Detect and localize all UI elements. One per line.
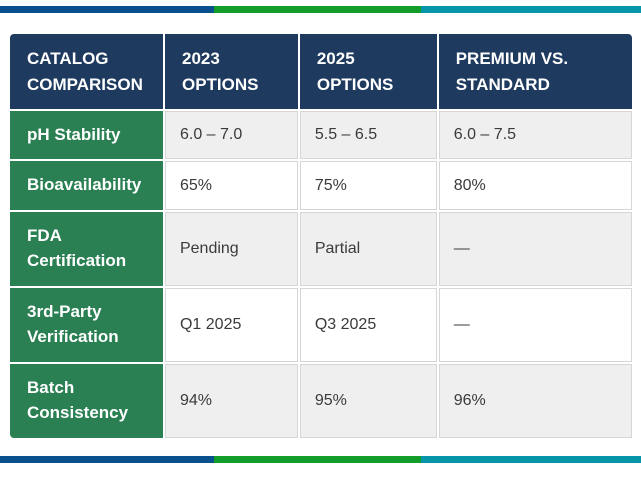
cell-ph-premium: 6.0 – 7.5 — [438, 111, 632, 159]
catalog-comparison-table: CATALOG COMPARISON 2023 OPTIONS 2025 OPT… — [8, 32, 634, 440]
cell-batch-premium: 96% — [438, 364, 632, 438]
cell-verify-premium: — — [438, 288, 632, 362]
bottom-accent-bar — [0, 456, 641, 463]
cell-ph-2025: 5.5 – 6.5 — [299, 111, 437, 159]
cell-batch-2023: 94% — [164, 364, 298, 438]
accent-segment-teal — [421, 6, 641, 13]
row-label-fda-certification: FDA Certification — [10, 212, 163, 286]
header-cell-premium-vs-standard: PREMIUM VS. STANDARD — [438, 34, 632, 109]
cell-fda-2023: Pending — [164, 212, 298, 286]
table-row-bioavailability: Bioavailability 65% 75% 80% — [10, 161, 632, 210]
cell-verify-2025: Q3 2025 — [299, 288, 437, 362]
row-label-batch-consistency: Batch Consistency — [10, 364, 163, 438]
table-row-ph-stability: pH Stability 6.0 – 7.0 5.5 – 6.5 6.0 – 7… — [10, 111, 632, 159]
header-cell-catalog-comparison: CATALOG COMPARISON — [10, 34, 163, 109]
header-cell-2025-options: 2025 OPTIONS — [299, 34, 437, 109]
accent-segment-green — [214, 6, 421, 13]
row-label-bioavailability: Bioavailability — [10, 161, 163, 210]
table-row-third-party-verification: 3rd-Party Verification Q1 2025 Q3 2025 — — [10, 288, 632, 362]
header-cell-2023-options: 2023 OPTIONS — [164, 34, 298, 109]
cell-fda-premium: — — [438, 212, 632, 286]
row-label-ph-stability: pH Stability — [10, 111, 163, 159]
accent-segment-green — [214, 456, 421, 463]
cell-bio-2023: 65% — [164, 161, 298, 210]
cell-ph-2023: 6.0 – 7.0 — [164, 111, 298, 159]
accent-segment-blue — [0, 6, 214, 13]
cell-batch-2025: 95% — [299, 364, 437, 438]
cell-bio-premium: 80% — [438, 161, 632, 210]
accent-segment-teal — [421, 456, 641, 463]
table-row-batch-consistency: Batch Consistency 94% 95% 96% — [10, 364, 632, 438]
header-row: CATALOG COMPARISON 2023 OPTIONS 2025 OPT… — [10, 34, 632, 109]
accent-segment-blue — [0, 456, 214, 463]
cell-verify-2023: Q1 2025 — [164, 288, 298, 362]
row-label-third-party-verification: 3rd-Party Verification — [10, 288, 163, 362]
cell-fda-2025: Partial — [299, 212, 437, 286]
table-row-fda-certification: FDA Certification Pending Partial — — [10, 212, 632, 286]
cell-bio-2025: 75% — [299, 161, 437, 210]
top-accent-bar — [0, 6, 641, 13]
